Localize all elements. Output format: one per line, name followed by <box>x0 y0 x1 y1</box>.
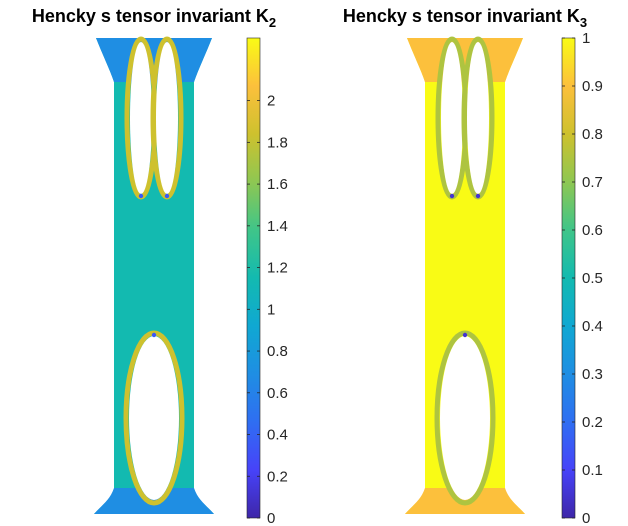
colorbar-tick-label: 0.3 <box>582 366 603 383</box>
colorbar-tick-label: 0.5 <box>582 270 603 287</box>
colorbar-tick-label: 0.6 <box>582 222 603 239</box>
chart-title-k2: Hencky s tensor invariant K2 <box>32 6 276 30</box>
colorbar-tick-label: 0.1 <box>582 462 603 479</box>
colorbar-tick-label: 0 <box>582 510 590 526</box>
chart-title-k3: Hencky s tensor invariant K3 <box>343 6 587 30</box>
colorbar-tick-label: 1.2 <box>267 260 288 277</box>
neck-tip <box>462 332 468 338</box>
grip-top <box>96 38 212 82</box>
colorbar-tick-label: 0.9 <box>582 78 603 95</box>
colorbar-tick-label: 1.6 <box>267 176 288 193</box>
neck-tip <box>138 193 144 199</box>
colorbar-tick-label: 1 <box>267 301 275 318</box>
neck-tip <box>164 193 170 199</box>
colorbar-ticks-k2: 0 0.2 0.4 0.6 0.8 1 1.2 1.4 1.6 1.8 2 <box>247 93 288 526</box>
neck-tip <box>151 332 157 338</box>
colorbar-tick-label: 0.2 <box>582 414 603 431</box>
colorbar-tick-label: 0.7 <box>582 174 603 191</box>
specimen-body <box>94 38 214 514</box>
hole-upper-left <box>130 42 152 194</box>
panel-k2: Hencky s tensor invariant K2 00.20.40.60… <box>32 6 288 526</box>
colorbar-tick-label: 0.8 <box>582 126 603 143</box>
hole-upper-right <box>467 42 489 194</box>
colorbar-tick-label: 1.8 <box>267 134 288 151</box>
hole-upper-left <box>441 42 463 194</box>
colorbar-tick-label: 0.6 <box>267 385 288 402</box>
specimen-body <box>405 38 525 514</box>
hole-lower <box>440 336 490 500</box>
neck-tip <box>449 193 455 199</box>
colorbar-tick-label: 0.8 <box>267 343 288 360</box>
panel-k3: Hencky s tensor invariant K3 00.10.20.30… <box>343 6 603 526</box>
colorbar-tick-label: 0.4 <box>267 427 288 444</box>
colorbar-k2 <box>246 37 261 519</box>
colorbar-tick-label: 1.4 <box>267 218 288 235</box>
hole-lower <box>129 336 179 500</box>
grip-top <box>407 38 523 82</box>
hole-upper-right <box>156 42 178 194</box>
neck-tip <box>475 193 481 199</box>
colorbar-tick-label: 0.2 <box>267 468 288 485</box>
colorbar-ticks-k3: 0 0.1 0.2 0.3 0.4 0.5 0.6 0.7 0.8 0.9 1 <box>562 30 603 526</box>
specimen-k2 <box>94 36 214 514</box>
colorbar-tick-label: 0.4 <box>582 318 603 335</box>
colorbar-tick-label: 1 <box>582 30 590 47</box>
specimen-k3 <box>405 36 525 514</box>
colorbar-tick-label: 2 <box>267 93 275 110</box>
colorbar-tick-label: 0 <box>267 510 275 526</box>
